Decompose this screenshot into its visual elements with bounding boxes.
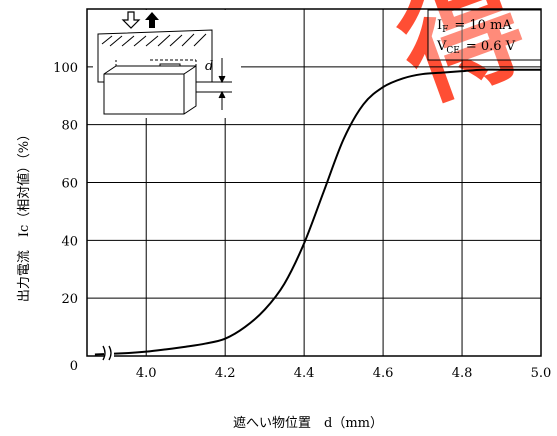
x-tick-label: 4.2	[215, 366, 236, 381]
condition-if: IF = 10 mA	[437, 18, 512, 35]
y-tick-label: 100	[53, 61, 78, 76]
y-axis-title: 出力電流 Ic（相対値）（%）	[16, 128, 32, 302]
y-tick-label: 60	[61, 177, 78, 192]
y-tick-label: 80	[61, 119, 78, 134]
down-arrow-icon	[121, 11, 141, 29]
up-arrow-icon	[145, 12, 159, 28]
y-tick-label: 40	[61, 234, 78, 249]
axis-break-mark	[102, 345, 106, 361]
conditions-box-frame	[427, 9, 542, 61]
x-tick-label: 4.0	[136, 366, 157, 381]
y-tick-label: 0	[70, 359, 78, 374]
condition-vce: VCE = 0.6 V	[436, 39, 516, 56]
dimension-marker	[196, 58, 232, 110]
axis-break	[102, 345, 114, 361]
dimension-label: d	[205, 59, 213, 74]
x-tick-label: 4.8	[452, 366, 473, 381]
x-tick-label: 4.6	[373, 366, 394, 381]
series-layer	[94, 68, 541, 356]
inset-diagram: d	[93, 10, 241, 118]
sensor-block	[103, 59, 197, 115]
axis-break-gap	[104, 346, 114, 360]
x-tick-label: 4.4	[294, 366, 315, 381]
conditions-box: IF = 10 mA VCE = 0.6 V	[427, 9, 542, 61]
axis-break-mark	[108, 345, 112, 361]
x-tick-label: 5.0	[531, 366, 552, 381]
tick-labels: 4.0 4.2 4.4 4.6 4.8 5.0 0 20 40 60 80 100	[53, 61, 551, 381]
series-line-0	[94, 68, 541, 356]
x-axis-title: 遮へい物位置 d（mm）	[233, 415, 383, 431]
y-tick-label: 20	[61, 292, 78, 307]
